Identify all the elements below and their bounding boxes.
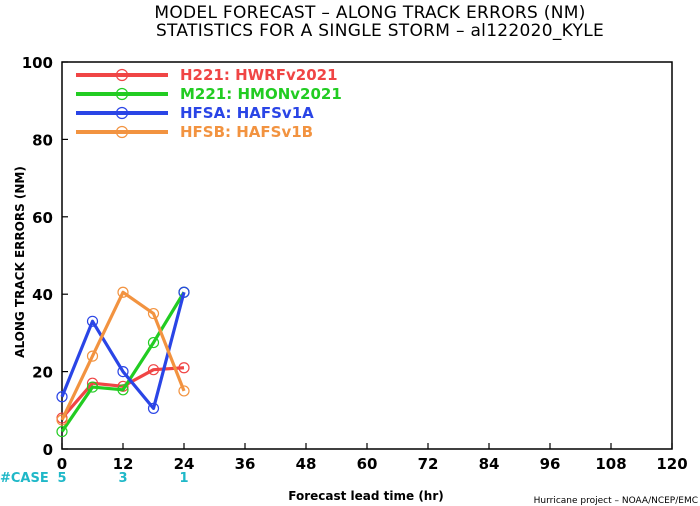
x-tick-label: 60 — [357, 455, 378, 473]
y-tick-label: 80 — [32, 131, 53, 149]
legend-marker — [115, 87, 129, 101]
x-axis-label: Forecast lead time (hr) — [288, 489, 444, 503]
series-line — [60, 290, 186, 421]
data-point — [117, 286, 129, 298]
data-point — [178, 362, 190, 374]
legend-label: HFSA: HAFSv1A — [180, 104, 314, 122]
data-point — [86, 381, 99, 393]
data-point — [117, 384, 129, 396]
legend-marker — [115, 106, 129, 120]
case-label: #CASE — [0, 471, 49, 486]
data-point — [178, 286, 190, 298]
legend-label: M221: HMONv2021 — [180, 85, 342, 103]
plot-frame — [61, 61, 673, 450]
data-point — [86, 315, 99, 327]
y-tick-label: 20 — [32, 364, 53, 382]
y-axis: 0 20 40 60 80 100 — [22, 54, 68, 459]
x-tick-label: 84 — [479, 455, 500, 473]
y-axis-label: ALONG TRACK ERRORS (NM) — [13, 166, 27, 358]
legend-marker — [115, 68, 129, 82]
case-count: 3 — [118, 471, 127, 486]
x-tick-label: 108 — [595, 455, 626, 473]
series-layer — [56, 286, 190, 438]
data-point — [147, 307, 160, 320]
legend-label: H221: HWRFv2021 — [180, 66, 338, 84]
x-axis: 0 12 24 36 48 60 72 84 96 108 120 — [57, 443, 688, 473]
data-point — [56, 391, 68, 403]
data-point — [178, 385, 190, 397]
series-line — [60, 366, 185, 420]
x-tick-label: 12 — [113, 455, 134, 473]
chart-subtitle: STATISTICS FOR A SINGLE STORM – al122020… — [156, 21, 604, 41]
y-tick-label: 40 — [32, 286, 53, 304]
x-tick-label: 96 — [540, 455, 561, 473]
y-tick-label: 100 — [22, 54, 53, 72]
series-line — [60, 291, 186, 433]
x-tick-label: 72 — [418, 455, 439, 473]
x-tick-label: 36 — [235, 455, 256, 473]
data-point — [147, 364, 160, 376]
y-tick-label: 0 — [43, 441, 53, 459]
series-line — [60, 291, 186, 410]
chart-title: MODEL FORECAST – ALONG TRACK ERRORS (NM) — [154, 3, 585, 23]
legend-marker — [115, 125, 129, 139]
x-tick-label: 24 — [174, 455, 195, 473]
x-tick-label: 120 — [656, 455, 687, 473]
data-point — [147, 402, 160, 414]
case-counts: 5 3 1 — [57, 471, 188, 486]
data-point — [147, 336, 160, 349]
data-point — [56, 425, 68, 438]
data-point — [56, 414, 68, 426]
data-point — [117, 366, 129, 378]
x-tick-label: 48 — [296, 455, 317, 473]
legend-label: HFSB: HAFSv1B — [180, 123, 313, 141]
y-tick-label: 60 — [32, 209, 53, 227]
credit-text: Hurricane project – NOAA/NCEP/EMC — [534, 496, 698, 506]
case-count: 5 — [57, 471, 66, 486]
x-tick-label: 0 — [57, 455, 67, 473]
data-point — [86, 350, 99, 362]
case-count: 1 — [179, 471, 188, 486]
